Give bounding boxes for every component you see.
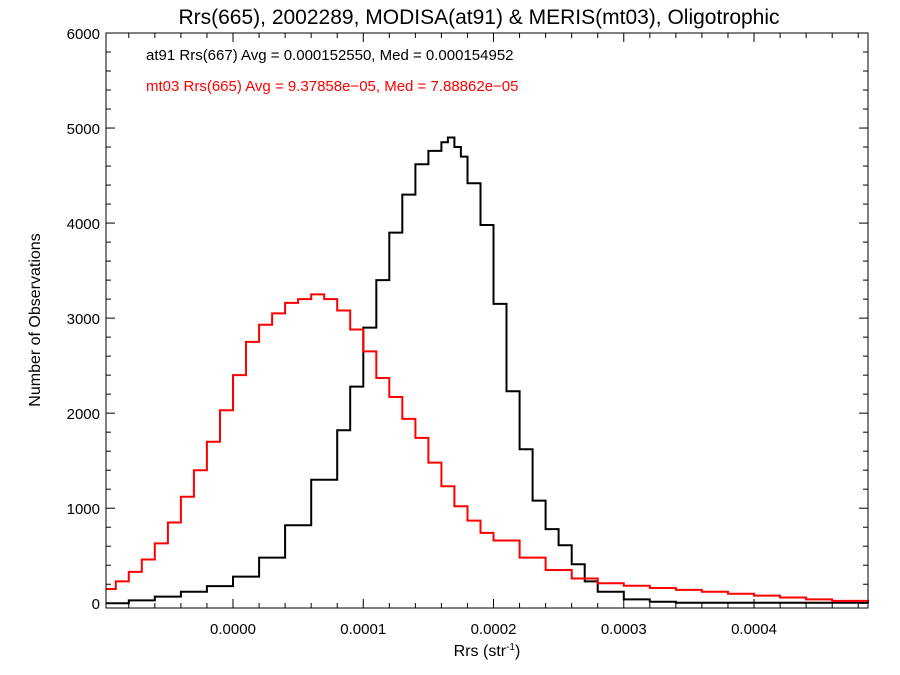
series-layer xyxy=(106,136,869,605)
x-tick-label: 0.0001 xyxy=(340,621,386,638)
y-tick-label: 0 xyxy=(92,596,100,613)
y-tick-label: 4000 xyxy=(67,216,100,233)
legend-annotation-mt03: mt03 Rrs(665) Avg = 9.37858e−05, Med = 7… xyxy=(146,78,519,95)
x-tick-label: 0.0003 xyxy=(601,621,647,638)
series-line-1 xyxy=(106,293,869,603)
x-axis-label-close: ) xyxy=(515,643,520,660)
x-tick-label: 0.0000 xyxy=(210,621,256,638)
y-tick-label: 1000 xyxy=(67,501,100,518)
plot-frame xyxy=(105,32,869,609)
x-tick-label: 0.0002 xyxy=(471,621,517,638)
chart-title: Rrs(665), 2002289, MODISA(at91) & MERIS(… xyxy=(178,6,779,29)
y-tick-label: 5000 xyxy=(67,121,100,138)
x-axis-label-superscript: -1 xyxy=(506,642,515,653)
ticks-layer: 0.0000 0.0001 0.0002 0.0003 0.0004 0 1000 2000 3… xyxy=(67,26,868,638)
y-tick-label: 6000 xyxy=(67,26,100,43)
x-axis-label-base: Rrs (str xyxy=(454,643,507,660)
x-tick-label: 0.0004 xyxy=(731,621,777,638)
y-tick-label: 3000 xyxy=(67,311,100,328)
legend-annotation-at91: at91 Rrs(667) Avg = 0.000152550, Med = 0… xyxy=(146,47,514,64)
series-line-0 xyxy=(106,136,869,605)
y-tick-label: 2000 xyxy=(67,406,100,423)
y-axis-label: Number of Observations xyxy=(27,233,44,406)
x-axis-label: Rrs (str-1) xyxy=(454,642,521,660)
